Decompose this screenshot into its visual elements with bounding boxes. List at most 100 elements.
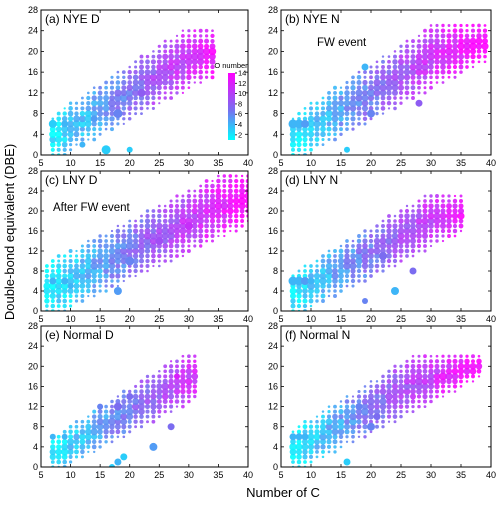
data-point xyxy=(146,269,149,273)
y-tick-label: 8 xyxy=(273,422,278,432)
data-point xyxy=(179,63,187,71)
data-point xyxy=(43,287,51,295)
data-point xyxy=(350,90,356,96)
data-point xyxy=(169,254,174,258)
data-point xyxy=(80,294,85,298)
data-point xyxy=(146,107,149,110)
data-point xyxy=(204,179,209,183)
data-point xyxy=(115,228,121,234)
data-point xyxy=(368,100,374,106)
y-tick-label: 24 xyxy=(28,26,38,36)
data-point xyxy=(114,94,122,102)
data-point xyxy=(447,199,451,203)
data-point xyxy=(451,373,459,380)
data-point xyxy=(181,404,185,409)
data-point xyxy=(86,288,91,294)
data-point xyxy=(309,420,313,424)
data-point xyxy=(181,254,185,258)
data-point xyxy=(447,194,451,198)
data-point xyxy=(375,424,379,429)
data-point xyxy=(404,59,410,65)
data-point xyxy=(44,268,50,274)
data-point xyxy=(326,258,332,264)
data-point xyxy=(80,455,84,459)
x-tick-label: 5 xyxy=(278,314,283,324)
data-point xyxy=(134,384,138,388)
data-point-large xyxy=(301,277,309,285)
data-point xyxy=(435,194,439,198)
data-point xyxy=(325,418,333,426)
data-point xyxy=(43,282,51,290)
data-point xyxy=(338,273,344,279)
data-point xyxy=(345,121,349,126)
data-point xyxy=(145,258,150,264)
data-point xyxy=(295,287,303,295)
data-point xyxy=(181,244,185,248)
data-point xyxy=(302,288,308,294)
data-point xyxy=(73,126,80,132)
colorbar-tick-label: 12 xyxy=(238,79,246,88)
data-point xyxy=(75,249,78,253)
data-point xyxy=(349,99,357,107)
data-point xyxy=(313,272,321,280)
data-point xyxy=(344,273,350,279)
data-point xyxy=(356,243,362,249)
plot-frame xyxy=(40,9,249,156)
data-point xyxy=(379,237,387,245)
data-point xyxy=(120,247,128,255)
data-point xyxy=(332,121,338,127)
data-point xyxy=(175,405,179,408)
data-point xyxy=(332,278,338,284)
data-point xyxy=(440,389,446,394)
data-point xyxy=(374,393,380,400)
x-tick-label: 20 xyxy=(366,314,376,324)
data-point xyxy=(139,64,144,70)
data-point xyxy=(210,188,215,194)
data-point xyxy=(410,223,416,229)
data-point xyxy=(210,233,215,239)
data-point-large xyxy=(373,413,381,421)
data-point xyxy=(375,380,379,383)
data-point xyxy=(320,263,326,269)
data-point xyxy=(362,418,368,425)
data-point xyxy=(180,368,186,375)
data-point xyxy=(132,74,139,81)
data-point xyxy=(109,413,115,420)
data-point xyxy=(320,106,326,111)
data-point xyxy=(357,389,361,394)
data-point xyxy=(180,39,185,44)
data-point xyxy=(422,213,428,219)
data-point xyxy=(79,263,86,269)
data-point xyxy=(398,90,404,95)
data-point xyxy=(439,217,447,225)
data-point xyxy=(344,111,350,117)
data-point xyxy=(157,44,161,48)
data-point xyxy=(476,28,482,33)
data-point xyxy=(85,283,91,289)
data-point xyxy=(151,258,156,264)
data-point xyxy=(369,70,373,75)
data-point xyxy=(326,100,332,106)
data-point xyxy=(433,217,441,225)
data-point xyxy=(368,238,374,244)
data-point xyxy=(392,64,398,70)
data-point xyxy=(320,288,326,294)
data-point xyxy=(380,106,386,111)
data-point xyxy=(169,404,174,409)
data-point xyxy=(110,399,114,404)
data-point xyxy=(482,28,488,33)
data-point xyxy=(320,438,326,445)
data-point xyxy=(121,274,126,278)
data-point xyxy=(375,60,379,64)
data-point xyxy=(238,197,246,205)
data-point xyxy=(56,254,61,258)
data-point xyxy=(355,247,363,255)
data-point xyxy=(410,85,416,91)
data-point xyxy=(357,279,361,283)
data-point xyxy=(175,359,179,364)
data-point xyxy=(155,73,163,81)
data-point xyxy=(363,385,367,388)
data-point xyxy=(187,399,191,404)
data-point xyxy=(373,237,381,245)
